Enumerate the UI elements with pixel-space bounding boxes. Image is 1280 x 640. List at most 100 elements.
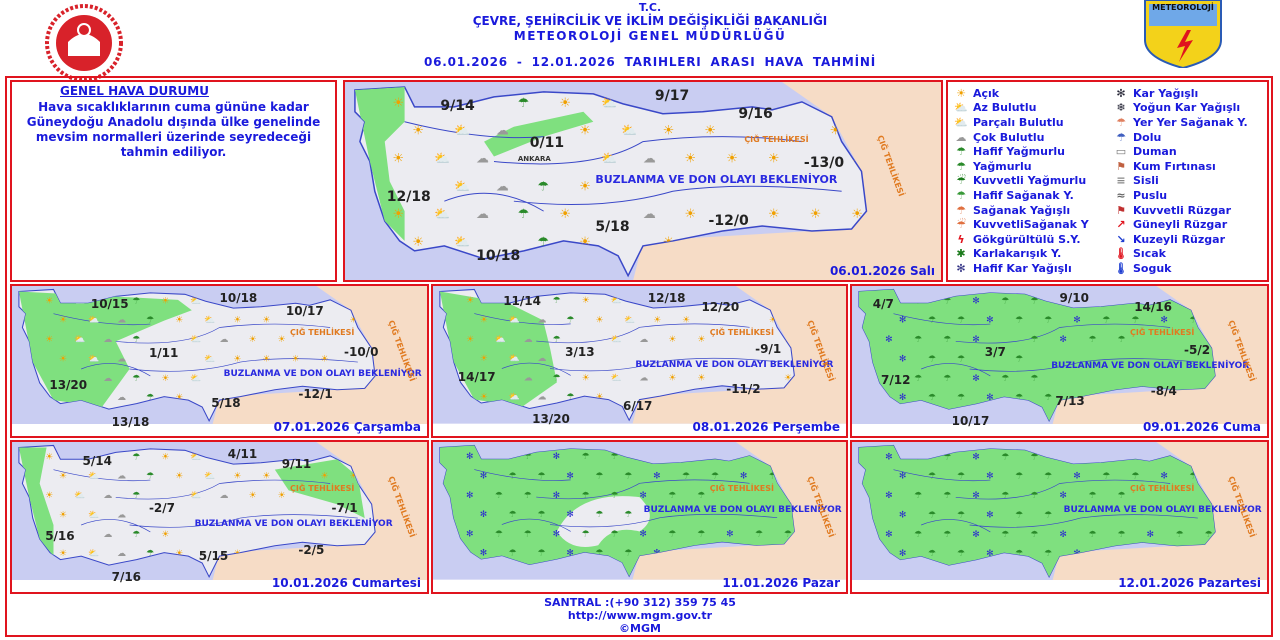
weather-icon: ☂	[1015, 354, 1023, 364]
heavy-rain-icon: ☔	[956, 174, 966, 188]
temperature-label: -11/2	[726, 382, 761, 396]
weather-icon: ☀	[579, 235, 591, 250]
weather-icon: ☀	[59, 472, 67, 482]
weather-icon: ☂	[1088, 530, 1096, 540]
temperature-label: -9/1	[755, 341, 782, 356]
weather-icon: ☁	[103, 491, 112, 501]
weather-icon: ⛅	[610, 295, 621, 306]
weather-icon: ☂	[755, 529, 763, 539]
weather-icon: ☂	[132, 530, 140, 540]
weather-icon: ☂	[566, 315, 574, 325]
footer-url[interactable]: http://www.mgm.gov.tr	[567, 609, 713, 622]
temperature-label: 10/18	[476, 248, 521, 265]
region-borders	[474, 313, 778, 376]
weather-icon: ☀	[161, 452, 169, 462]
weather-icon: ☂	[711, 471, 719, 481]
weather-icon: ☁	[476, 207, 489, 222]
weather-icon: ⛅	[204, 353, 215, 364]
weather-icon: ☁	[117, 393, 126, 403]
legend-item: ☀ Açık	[953, 86, 1113, 101]
weather-icon: ☁	[103, 530, 112, 540]
heavy-shower-icon: ☔	[956, 218, 966, 232]
weather-icon: ☀	[579, 124, 591, 139]
weather-icon: ☂	[553, 296, 561, 306]
weather-icon: ⛅	[509, 314, 520, 325]
weather-icon: ☂	[914, 335, 922, 345]
temperature-label: 9/11	[281, 457, 312, 471]
weather-icon: ☀	[59, 316, 67, 326]
sleet-icon: ✱	[956, 247, 966, 261]
weather-icon: ☀	[595, 393, 603, 403]
weather-icon: ☀	[233, 316, 241, 326]
weather-icon: ☂	[1044, 393, 1052, 403]
weather-icon: ☂	[610, 491, 618, 501]
south-wind-arrow-icon: ↗	[1116, 218, 1126, 232]
weather-icon: ✻	[466, 452, 474, 462]
precipitation-area	[354, 86, 594, 241]
weather-icon: ☂	[943, 374, 951, 384]
weather-icon: ☀	[262, 316, 270, 326]
weather-icon: ⛅	[190, 295, 201, 306]
map-day-4: ☂☂✻☂☂☂☂☂✻☂☂✻☂☂✻☂☂✻☂✻☂☂✻☂✻☂☂✻☂☂☂☂☂✻☂☂✻☂☂✻…	[850, 284, 1269, 438]
weather-icon: ✻	[1059, 335, 1067, 345]
legend-label: Az Bulutlu	[973, 101, 1037, 115]
temperature-label: -10/0	[344, 344, 379, 359]
temperature-label: -8/4	[1150, 383, 1177, 398]
land	[354, 86, 868, 278]
legend-item: ☂ Yağmurlu	[953, 159, 1113, 174]
weather-icon: ☀	[697, 335, 705, 345]
weather-icon: ⛅	[88, 509, 99, 520]
weather-icon: ☂	[957, 549, 965, 559]
weather-icon: ☂	[1015, 472, 1023, 482]
legend-item: ☂ Sağanak Yağışlı	[953, 203, 1113, 218]
weather-icon: ☀	[291, 354, 299, 364]
weather-icon: ☀	[248, 335, 256, 345]
light-snow-icon: ✻	[956, 261, 966, 275]
map-day-2: ☀⛅☂☀⛅☀☀☀⛅☁☂☀⛅☀☀☀☀⛅☁☂⛅☁☀☀☀⛅☁⛅☀☀☀☀☁☂☀⛅☁☂☀☀…	[10, 284, 429, 438]
weather-icon: ☂	[495, 491, 503, 501]
legend: ☀ Açık ✻ Kar Yağışlı ⛅ Az Bulutlu ❄ Yoğun Kar Y…	[946, 80, 1269, 282]
temperature-label: 5/16	[45, 529, 75, 543]
smoke-icon: ▭	[1115, 145, 1127, 159]
legend-label: Puslu	[1133, 188, 1168, 202]
weather-icon: ☂	[146, 316, 154, 326]
weather-icon: ☀	[349, 316, 357, 326]
heavy-snow-icon: ❄	[1116, 101, 1126, 115]
weather-icon: ☂	[146, 393, 154, 403]
haze-icon: ≈	[1116, 188, 1126, 202]
temperature-label: 14/16	[1134, 299, 1172, 314]
weather-icon: ☀	[45, 335, 53, 345]
weather-icon: ☂	[1189, 316, 1197, 326]
weather-icon: ✻	[972, 374, 980, 384]
weather-icon: ☂	[957, 354, 965, 364]
weather-icon: ⛅	[190, 373, 201, 384]
avalanche-warning: ÇIĞ TEHLİKESİ	[1130, 484, 1195, 493]
weather-icon: ☀	[682, 315, 690, 325]
weather-icon: ☀	[412, 235, 424, 250]
weather-icon: ☀	[704, 124, 716, 139]
neighbor-countries	[1052, 286, 1267, 425]
temperature-label: 3/7	[984, 344, 1006, 359]
weather-icon: ☂	[582, 452, 590, 462]
weather-icon: ☂	[1001, 374, 1009, 384]
legend-item: ⚑ Kum Fırtınası	[1113, 159, 1267, 174]
weather-icon: ☂	[1189, 472, 1197, 482]
weather-icon: ☂	[943, 530, 951, 540]
weather-icon: ☁	[496, 179, 509, 194]
region-borders	[53, 469, 358, 533]
temperature-label: 5/15	[198, 548, 229, 563]
temperature-label: 12/20	[701, 299, 740, 314]
weather-icon: ☂	[624, 471, 632, 481]
weather-icon: ☂	[697, 529, 705, 539]
weather-icon: ✻	[480, 471, 488, 481]
weather-icon: ☀	[233, 354, 241, 364]
weather-icon: ☀	[175, 393, 183, 403]
weather-icon: ☂	[1030, 491, 1038, 501]
weather-icon: ☁	[643, 207, 656, 222]
weather-icon: ☀	[393, 151, 405, 166]
weather-icon: ☂	[1030, 374, 1038, 384]
weather-icon: ✻	[1160, 472, 1168, 482]
avalanche-warning: ÇIĞ TEHLİKESİ	[290, 328, 355, 337]
weather-icon: ⛅	[88, 471, 99, 482]
legend-item: ⛅ Az Bulutlu	[953, 101, 1113, 116]
